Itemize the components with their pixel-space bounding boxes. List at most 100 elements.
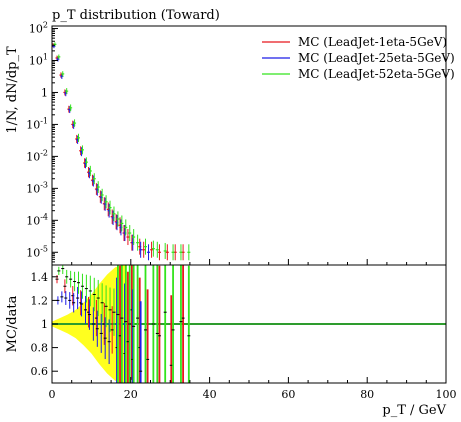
data-point <box>80 145 84 155</box>
data-point <box>100 188 104 202</box>
data-point <box>139 241 143 258</box>
ratio-point <box>187 265 191 383</box>
ratio-point <box>60 291 64 303</box>
legend: MC (LeadJet-1eta-5GeV) MC (LeadJet-25eta-… <box>262 35 455 81</box>
ratio-point <box>91 307 95 341</box>
ratio-y-tick-label: 1 <box>41 318 48 331</box>
ratio-point <box>179 265 183 383</box>
legend-label: MC (LeadJet-25eta-5GeV) <box>298 51 455 65</box>
legend-label: MC (LeadJet-1eta-5GeV) <box>298 35 447 49</box>
y-tick-label: 10-5 <box>26 244 48 259</box>
legend-label: MC (LeadJet-52eta-5GeV) <box>298 67 455 81</box>
data-point <box>92 173 96 185</box>
ratio-point <box>80 291 84 317</box>
x-tick-label: 80 <box>360 388 374 401</box>
ratio-point <box>96 279 100 317</box>
ratio-point <box>181 265 185 383</box>
data-point <box>77 133 81 142</box>
ratio-point <box>136 265 140 383</box>
y-tick-label: 10-4 <box>26 212 48 227</box>
ratio-point <box>124 265 128 383</box>
ratio-point <box>84 274 88 303</box>
data-point <box>73 119 77 127</box>
data-point <box>65 88 69 95</box>
x-tick-label: 60 <box>281 388 295 401</box>
ratio-point <box>120 265 124 383</box>
ratio-y-tick-label: 1.2 <box>31 294 49 307</box>
data-point <box>128 225 132 242</box>
data-point <box>165 244 169 261</box>
ratio-point <box>64 291 68 305</box>
ratio-point <box>112 288 116 336</box>
ratio-point <box>63 279 67 294</box>
data-point <box>108 200 112 215</box>
ratio-point <box>110 306 114 354</box>
data-point <box>151 240 155 257</box>
data-point <box>150 241 154 258</box>
ratio-point <box>80 273 84 299</box>
main-panel-marks <box>52 42 191 261</box>
ratio-point <box>171 265 175 383</box>
data-point <box>61 71 65 77</box>
ratio-point <box>61 265 65 275</box>
data-point <box>120 215 124 232</box>
y-tick-label: 101 <box>29 52 48 67</box>
x-axis-label: p_T / GeV <box>382 403 446 418</box>
y-tick-label: 10-3 <box>26 180 48 195</box>
ratio-point <box>57 266 61 275</box>
data-point <box>57 54 61 60</box>
data-point <box>104 195 108 209</box>
ratio-point <box>139 301 143 383</box>
ratio-point <box>155 265 159 383</box>
y-tick-label: 1 <box>41 86 48 99</box>
chart-title: p_T distribution (Toward) <box>52 8 220 23</box>
ratio-y-tick-label: 1.4 <box>31 271 49 284</box>
ratio-point <box>107 319 111 364</box>
ratio-point <box>88 275 92 307</box>
ratio-point <box>95 310 99 347</box>
data-point <box>116 211 120 227</box>
ratio-point <box>69 270 73 288</box>
axes: 0 20 40 60 80 100 102 101 1 10-1 10-2 10-3 10-4 10-5 0… <box>26 21 456 401</box>
data-point <box>112 206 116 222</box>
data-point <box>157 244 161 261</box>
data-point <box>132 229 136 246</box>
data-point <box>88 165 92 177</box>
ratio-point <box>55 275 59 284</box>
ratio-point <box>68 292 72 309</box>
data-point <box>69 104 73 112</box>
data-point <box>126 229 130 246</box>
ratio-point <box>72 293 76 313</box>
ratio-point <box>103 317 107 360</box>
ratio-y-tick-label: 0.8 <box>31 342 49 355</box>
ratio-point <box>87 299 91 330</box>
y-axis-label-ratio: MC/data <box>5 295 20 352</box>
ratio-point <box>132 265 136 383</box>
ratio-point <box>76 286 80 310</box>
y-axis-label-main: 1/N, dN/dp_T <box>5 46 20 134</box>
ratio-point <box>83 295 87 324</box>
ratio-point <box>116 265 120 383</box>
ratio-panel-marks <box>55 265 191 383</box>
x-tick-label: 20 <box>124 388 138 401</box>
ratio-point <box>143 265 147 383</box>
y-tick-label: 10-2 <box>26 148 48 163</box>
ratio-point <box>157 265 161 383</box>
ratio-point <box>151 265 155 383</box>
ratio-point <box>99 313 103 353</box>
data-point <box>163 242 167 259</box>
ratio-point <box>163 265 167 383</box>
ratio-point <box>65 269 69 284</box>
data-point <box>96 181 100 193</box>
data-point <box>179 244 183 261</box>
x-tick-label: 40 <box>203 388 217 401</box>
ratio-y-tick-label: 0.6 <box>31 365 49 378</box>
ratio-point <box>92 277 96 312</box>
ratio-point <box>104 285 108 328</box>
ratio-point <box>77 271 81 294</box>
ratio-point <box>73 271 77 292</box>
y-tick-label: 10-1 <box>26 116 48 131</box>
data-point <box>124 219 128 236</box>
ratio-point <box>100 283 104 323</box>
